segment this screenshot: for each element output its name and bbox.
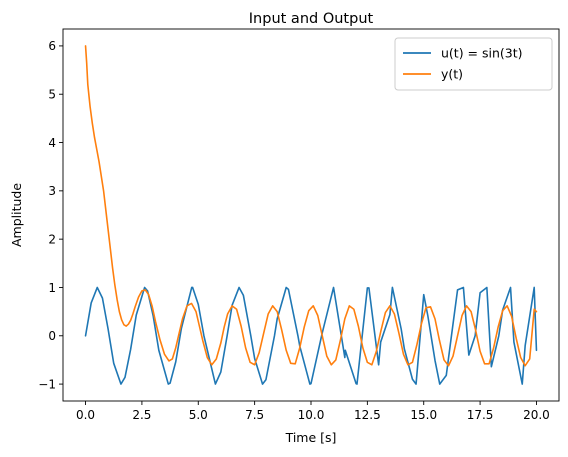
plot-lines	[84, 45, 538, 385]
y-tick-label: −1	[38, 377, 56, 391]
x-tick-label: 0.0	[76, 408, 95, 422]
x-axis-label: Time [s]	[285, 430, 337, 445]
y-tick-label: 4	[48, 136, 56, 150]
series-line-2	[84, 45, 538, 367]
x-tick-label: 20.0	[523, 408, 550, 422]
y-axis-label: Amplitude	[9, 183, 24, 247]
x-tick-label: 5.0	[189, 408, 208, 422]
series-line-1	[84, 286, 538, 385]
x-tick-label: 12.5	[354, 408, 381, 422]
x-tick-label: 10.0	[298, 408, 325, 422]
y-tick-label: 3	[48, 184, 56, 198]
x-tick-label: 2.5	[132, 408, 151, 422]
chart-title: Input and Output	[249, 11, 374, 27]
y-axis: −1 0 1 2 3 4 5 6	[38, 39, 63, 391]
x-tick-label: 17.5	[467, 408, 494, 422]
legend-label-1: u(t) = sin(3t)	[441, 46, 523, 61]
legend-label-2: y(t)	[441, 67, 463, 82]
y-tick-label: 6	[48, 39, 56, 53]
y-tick-label: 1	[48, 281, 56, 295]
x-axis: 0.0 2.5 5.0 7.5 10.0 12.5 15.0 17.5 20.0	[76, 401, 550, 422]
legend: u(t) = sin(3t) y(t)	[394, 37, 553, 91]
legend-box	[394, 37, 553, 91]
x-tick-label: 15.0	[410, 408, 437, 422]
x-tick-label: 7.5	[245, 408, 264, 422]
y-tick-label: 5	[48, 88, 56, 102]
y-tick-label: 2	[48, 232, 56, 246]
y-tick-label: 0	[48, 329, 56, 343]
